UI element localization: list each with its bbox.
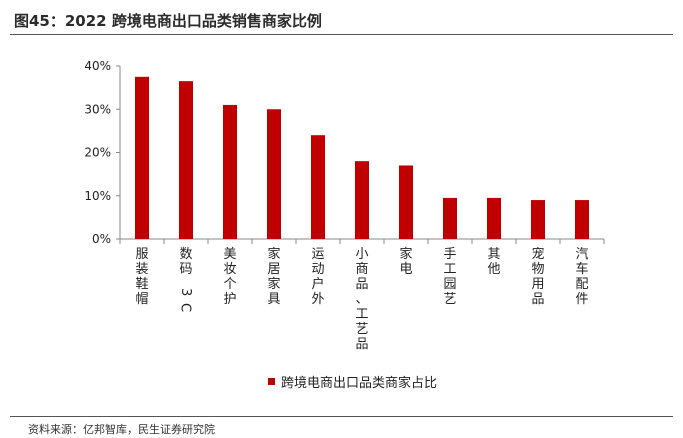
y-tick-label: 30% bbox=[84, 102, 111, 116]
bar bbox=[531, 200, 545, 239]
bar bbox=[575, 200, 589, 239]
chart-legend: 跨境电商出口品类商家占比 bbox=[268, 372, 437, 391]
x-category-label: 手工园艺 bbox=[443, 247, 456, 307]
bar bbox=[223, 104, 237, 239]
y-tick-label: 20% bbox=[84, 146, 111, 160]
y-tick-label: 40% bbox=[84, 59, 111, 73]
x-category-label: 家电 bbox=[399, 246, 412, 277]
bar bbox=[135, 76, 149, 239]
bar bbox=[487, 197, 501, 239]
x-category-label: 运动户外 bbox=[311, 247, 324, 307]
x-category-label: 其他 bbox=[487, 247, 500, 277]
bar bbox=[311, 135, 325, 239]
y-tick-label: 0% bbox=[92, 232, 111, 246]
bar bbox=[267, 109, 281, 239]
bar bbox=[443, 197, 457, 239]
footer-rule bbox=[10, 416, 673, 417]
x-category-label: 宠物用品 bbox=[531, 246, 544, 307]
x-category-label: 服装鞋帽 bbox=[135, 247, 148, 307]
x-category-label: 小商品、工艺品 bbox=[355, 247, 368, 352]
figure-title: 图45：2022 跨境电商出口品类销售商家比例 bbox=[14, 12, 322, 30]
x-category-label: 家居家具 bbox=[267, 246, 280, 307]
x-category-label: 美妆个护 bbox=[223, 247, 236, 307]
bar bbox=[355, 161, 369, 239]
x-category-label: 汽车配件 bbox=[575, 247, 588, 307]
legend-label: 跨境电商出口品类商家占比 bbox=[281, 376, 438, 391]
source-note: 资料来源：亿邦智库，民生证券研究院 bbox=[28, 423, 215, 436]
legend-swatch bbox=[268, 378, 275, 385]
title-rule bbox=[10, 34, 673, 35]
x-category-label: 数码 3 C bbox=[177, 247, 192, 312]
y-tick-label: 10% bbox=[84, 189, 111, 203]
bar bbox=[179, 81, 193, 239]
bar bbox=[399, 165, 413, 239]
